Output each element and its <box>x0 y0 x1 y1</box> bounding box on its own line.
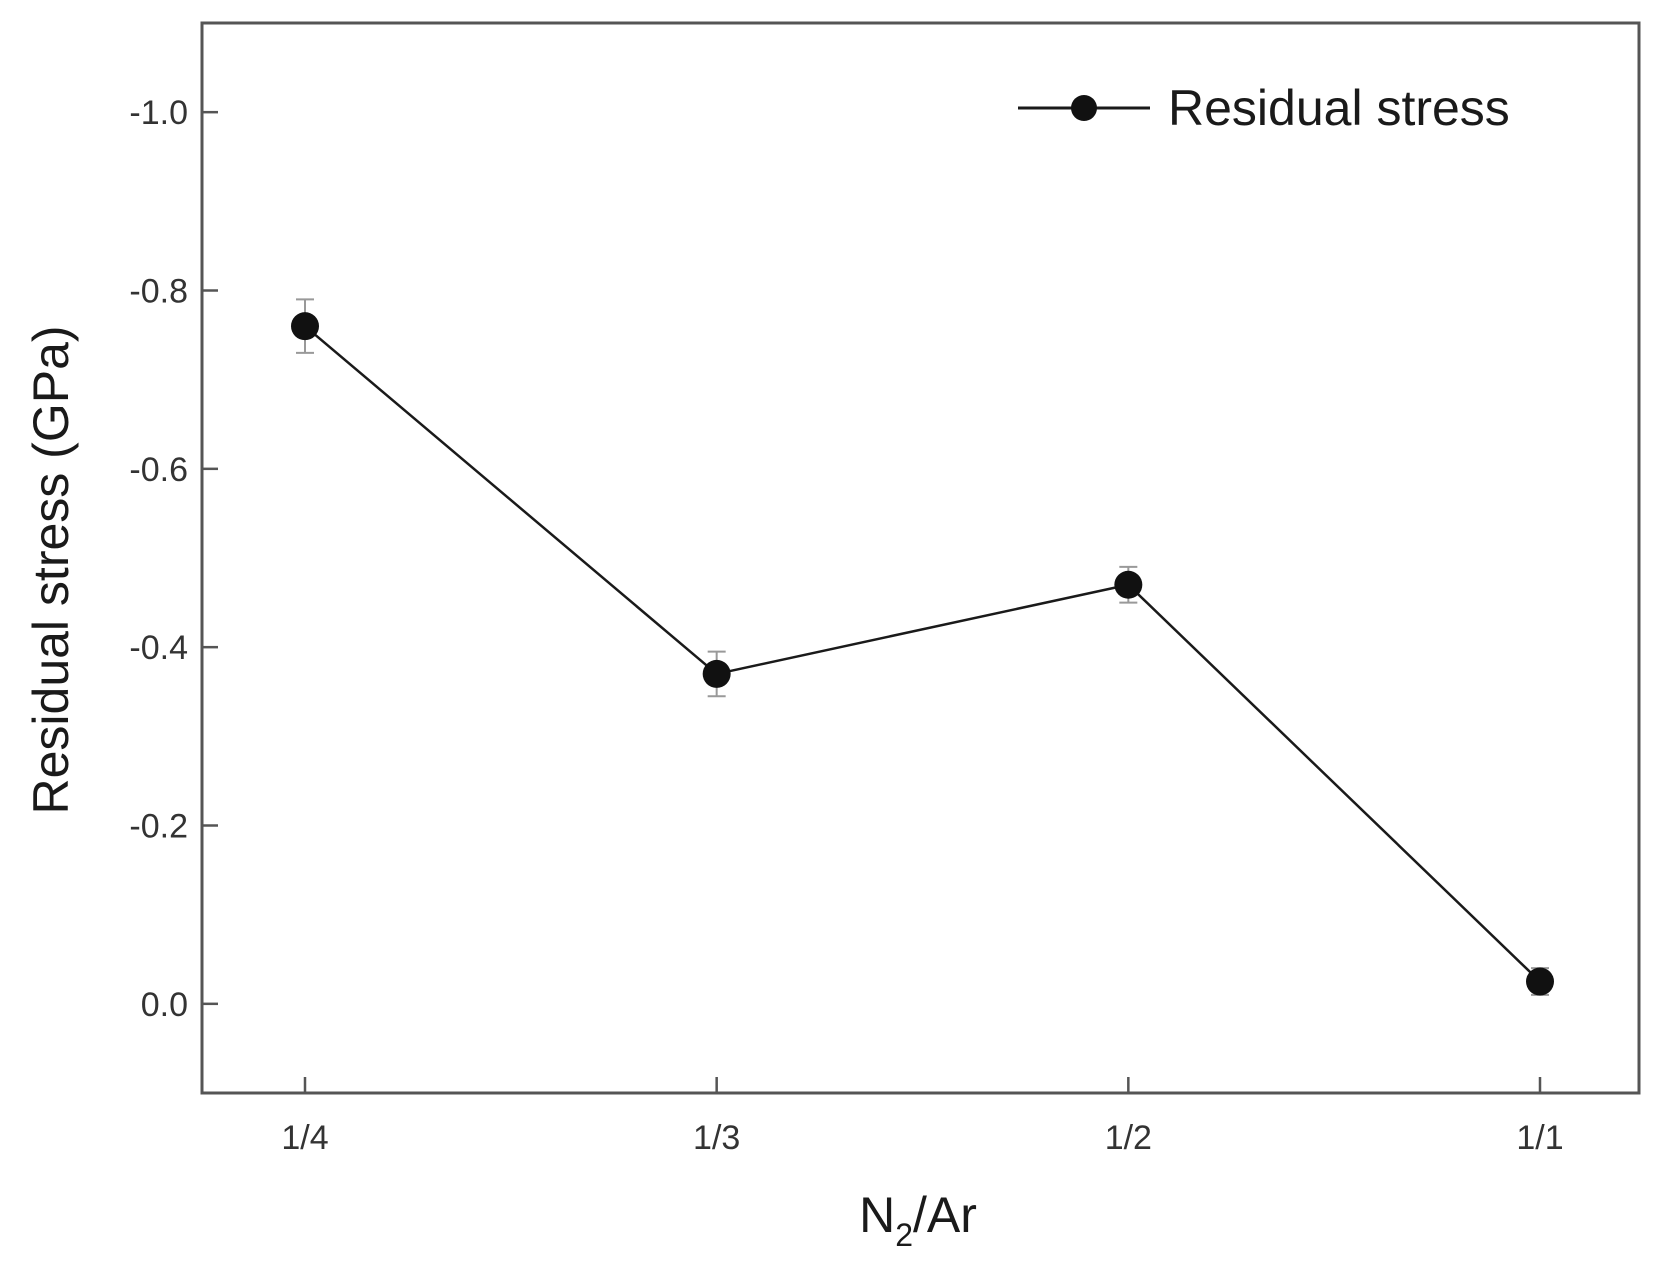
x-axis-title-subscript: 2 <box>895 1217 913 1253</box>
x-tick-label: 1/2 <box>1105 1119 1152 1157</box>
x-axis-title-tail: /Ar <box>913 1187 977 1243</box>
data-point <box>702 659 731 688</box>
x-axis-ticks: 1/4 1/3 1/2 1/1 <box>281 1077 1564 1157</box>
x-tick-label: 1/1 <box>1516 1119 1563 1157</box>
y-tick-label: -0.4 <box>129 629 188 667</box>
series-line-residual-stress <box>304 325 1541 983</box>
x-axis-title-main: N <box>859 1187 895 1243</box>
plot-frame <box>200 21 1641 1095</box>
data-point <box>1526 967 1554 996</box>
y-tick-label: -0.6 <box>129 451 188 489</box>
x-tick-label: 1/4 <box>281 1119 328 1157</box>
y-axis-title: Residual stress (GPa) <box>23 325 79 814</box>
data-markers <box>291 312 1554 996</box>
y-tick-label: -1.0 <box>129 94 188 132</box>
y-tick-label: -0.2 <box>129 808 188 846</box>
data-point <box>291 312 319 341</box>
x-tick-label: 1/3 <box>693 1119 740 1157</box>
legend: Residual stress <box>1018 80 1510 136</box>
data-point <box>1114 570 1143 599</box>
y-tick-label: 0.0 <box>141 986 188 1024</box>
x-axis-title: N2/Ar <box>859 1187 977 1253</box>
error-bars <box>296 298 1549 996</box>
y-axis-ticks: 0.0 -0.2 -0.4 -0.6 -0.8 -1.0 <box>129 94 218 1024</box>
legend-marker <box>1071 95 1097 121</box>
legend-label: Residual stress <box>1168 80 1510 136</box>
y-tick-label: -0.8 <box>129 273 188 311</box>
